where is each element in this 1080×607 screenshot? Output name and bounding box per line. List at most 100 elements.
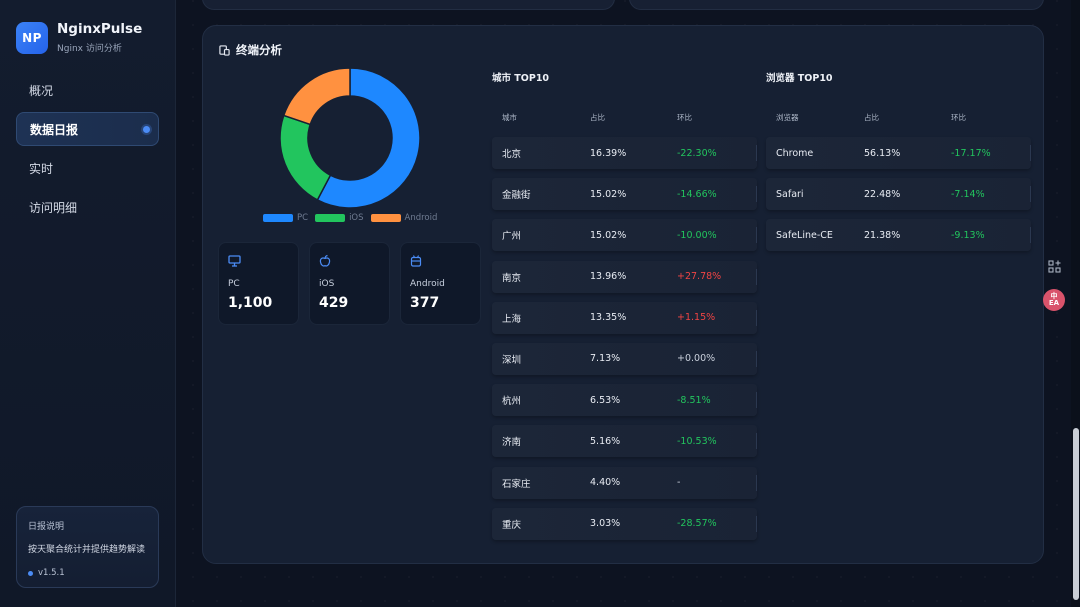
table-body: Chrome 56.13% -17.17% Safari 22.48% -7.14% Saf… (766, 137, 1031, 252)
top-card-right (629, 0, 1044, 10)
active-dot-icon (143, 125, 150, 133)
row-share: 5.16% (590, 435, 621, 447)
sidebar-item-daily-report[interactable]: 数据日报 (16, 112, 159, 146)
row-name: 石家庄 (502, 478, 531, 490)
brand-subtitle: Nginx 访问分析 (57, 44, 122, 54)
legend-label: Android (404, 213, 438, 223)
sidebar-item-access-detail[interactable]: 访问明细 (16, 190, 159, 224)
row-name: 重庆 (502, 519, 522, 531)
legend-item-android[interactable]: Android (370, 213, 438, 223)
info-description: 按天聚合统计并提供趋势解读 (28, 545, 146, 555)
qr-code-icon (1047, 259, 1061, 273)
info-title: 日报说明 (28, 522, 65, 532)
table-row[interactable]: 杭州 6.53% -8.51% (492, 384, 757, 417)
sidebar-item-realtime[interactable]: 实时 (16, 151, 159, 185)
donut-slice-android[interactable] (282, 67, 351, 126)
terminal-analysis-panel: 终端分析 PC iOS Android PC 1,100 iOS 429 (202, 25, 1044, 564)
column-header: 城市 (502, 112, 517, 122)
table-row[interactable]: Chrome 56.13% -17.17% (766, 137, 1031, 169)
legend-swatch (370, 214, 401, 222)
android-icon (410, 255, 422, 267)
column-header: 环比 (951, 112, 966, 122)
row-change: +1.15% (677, 312, 716, 324)
stat-value: 377 (410, 295, 440, 311)
row-share: 21.38% (864, 229, 901, 241)
version-label: v1.5.1 (28, 568, 147, 578)
device-icon (219, 44, 230, 56)
stat-label: PC (228, 279, 240, 289)
table-row[interactable]: 南京 13.96% +27.78% (492, 260, 757, 293)
row-share: 56.13% (864, 147, 901, 159)
panel-title: 终端分析 (219, 42, 282, 58)
stat-card-android: Android 377 (400, 242, 481, 325)
sidebar-item-label: 数据日报 (30, 122, 79, 137)
row-change: -10.53% (677, 435, 717, 447)
table-header: 浏览器 占比 环比 (766, 107, 1031, 127)
row-share: 16.39% (590, 147, 627, 159)
row-share: 15.02% (590, 188, 627, 200)
stat-label: iOS (319, 279, 335, 289)
legend-label: iOS (349, 213, 364, 223)
table-row[interactable]: Safari 22.48% -7.14% (766, 178, 1031, 211)
table-row[interactable]: 石家庄 4.40% - (492, 466, 757, 499)
status-dot-icon (28, 570, 33, 576)
row-change: -7.14% (951, 188, 985, 200)
table-row[interactable]: 深圳 7.13% +0.00% (492, 342, 757, 375)
row-name: 北京 (502, 149, 522, 160)
row-name: 南京 (502, 272, 522, 284)
page-scrollbar[interactable] (1071, 0, 1080, 607)
sidebar-item-label: 实时 (29, 161, 54, 176)
city-top10-table: 城市 TOP10 城市 占比 环比 北京 16.39% -22.30% 金融街 15.0… (492, 70, 757, 549)
brand-name: NginxPulse (57, 21, 143, 37)
table-title: 浏览器 TOP10 (766, 73, 833, 84)
qr-code-button[interactable] (1045, 257, 1063, 275)
monitor-icon (228, 255, 241, 267)
row-name: Safari (776, 188, 804, 200)
sidebar: NP NginxPulse Nginx 访问分析 概况 数据日报 实时 访问明细… (0, 0, 176, 607)
translate-label: 中 (1050, 292, 1058, 300)
table-row[interactable]: 济南 5.16% -10.53% (492, 425, 757, 458)
donut-slice-ios[interactable] (279, 114, 332, 201)
table-row[interactable]: 北京 16.39% -22.30% (492, 137, 757, 169)
row-name: Chrome (776, 147, 814, 159)
stat-value: 1,100 (228, 295, 273, 311)
browser-top10-table: 浏览器 TOP10 浏览器 占比 环比 Chrome 56.13% -17.17% S… (766, 70, 1031, 261)
top-card-left (202, 0, 615, 10)
row-change: +0.00% (677, 353, 716, 365)
row-name: 金融街 (502, 190, 531, 202)
row-change: -17.17% (951, 147, 991, 159)
column-header: 浏览器 (776, 112, 799, 122)
table-body: 北京 16.39% -22.30% 金融街 15.02% -14.66% 广州 15.02% -… (492, 137, 757, 540)
row-name: 上海 (502, 313, 522, 325)
sidebar-nav: 概况 数据日报 实时 访问明细 (16, 73, 159, 229)
table-row[interactable]: 上海 13.35% +1.15% (492, 301, 757, 334)
row-change: +27.78% (677, 271, 722, 283)
sidebar-item-overview[interactable]: 概况 (16, 73, 159, 107)
translate-button[interactable]: 中 EA (1043, 289, 1065, 311)
sidebar-item-label: 概况 (29, 83, 54, 98)
row-change: -14.66% (677, 188, 717, 200)
row-change: -8.51% (677, 394, 711, 406)
table-row[interactable]: 广州 15.02% -10.00% (492, 219, 757, 252)
row-share: 13.35% (590, 312, 627, 324)
chart-legend: PC iOS Android (263, 213, 444, 223)
donut-slice-pc[interactable] (316, 67, 421, 209)
legend-item-pc[interactable]: PC (263, 213, 308, 223)
table-row[interactable]: SafeLine-CE 21.38% -9.13% (766, 219, 1031, 252)
row-change: -28.57% (677, 518, 717, 530)
legend-item-ios[interactable]: iOS (315, 213, 364, 223)
scrollbar-thumb[interactable] (1073, 428, 1079, 600)
stat-card-ios: iOS 429 (309, 242, 390, 325)
row-share: 6.53% (590, 394, 621, 406)
version-text: v1.5.1 (38, 568, 65, 578)
table-row[interactable]: 重庆 3.03% -28.57% (492, 507, 757, 540)
brand[interactable]: NP NginxPulse Nginx 访问分析 (16, 21, 142, 54)
row-name: 杭州 (502, 396, 522, 408)
stat-value: 429 (319, 295, 349, 311)
row-share: 3.03% (590, 518, 621, 530)
column-header: 占比 (864, 112, 879, 122)
row-name: 深圳 (502, 354, 522, 366)
apple-icon (319, 254, 331, 267)
table-title: 城市 TOP10 (492, 73, 550, 84)
table-row[interactable]: 金融街 15.02% -14.66% (492, 178, 757, 211)
